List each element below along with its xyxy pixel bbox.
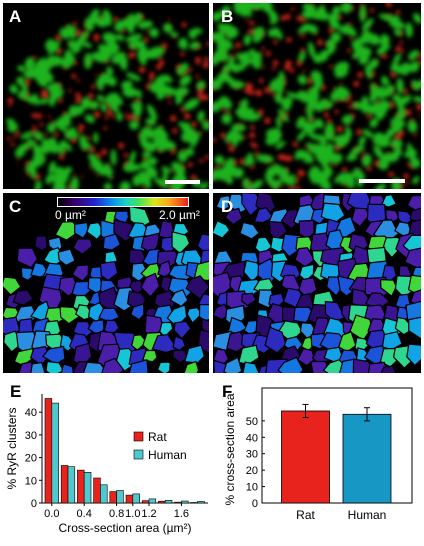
f-y-tick-label: 10 (246, 482, 258, 494)
f-error-bar (302, 403, 309, 419)
panel-b-image: B (213, 3, 421, 189)
scale-bar-a (165, 180, 200, 184)
f-y-tick-label: 0 (252, 498, 258, 510)
e-bar-human (116, 490, 124, 504)
e-bar-human (83, 472, 92, 504)
e-bar-rat (190, 502, 198, 504)
e-legend-label: Rat (148, 430, 167, 444)
e-bar-human (51, 402, 59, 504)
chart-f: F 0 10 20 30 40 50 Rat Human % cross-section are… (222, 382, 413, 522)
e-y-tick-label: 10 (25, 475, 37, 487)
e-x-tick-label: 0.4 (77, 508, 92, 520)
f-bar-human (342, 413, 392, 504)
e-legend-swatch (133, 449, 144, 460)
f-error-bar (364, 407, 370, 422)
e-y-tick-label: 30 (25, 430, 37, 442)
panel-c-cluster-map (3, 205, 209, 373)
e-y-tick-label: 20 (25, 453, 37, 465)
panel-a-label: A (9, 7, 22, 26)
e-x-tick-label: 1.2 (141, 508, 156, 520)
e-x-tick-label: 1.6 (174, 508, 189, 520)
e-bar-rat (158, 500, 166, 504)
e-x-tick-label: 0.8 (109, 508, 124, 520)
panel-b-label: B (221, 7, 234, 26)
f-y-tick-label: 40 (246, 432, 258, 444)
e-x-axis-label: Cross-section area (µm²) (59, 521, 192, 535)
e-x-tick-label: 0.0 (44, 508, 59, 520)
f-y-tick-label: 20 (246, 465, 258, 477)
panel-d-label: D (221, 197, 234, 216)
e-x-tick-label: 1.0 (125, 508, 140, 520)
e-bar-rat (125, 494, 134, 504)
colorbar-max-label: 2.0 µm² (159, 208, 200, 222)
e-bar-rat (174, 501, 182, 504)
e-bar-human (181, 500, 189, 504)
e-bar-rat (60, 465, 69, 504)
f-category-label: Rat (296, 508, 315, 522)
panel-c-label: C (9, 197, 22, 216)
e-legend-swatch (133, 431, 144, 442)
e-bar-human (164, 500, 173, 504)
e-bar-human (67, 466, 76, 504)
f-frame (261, 387, 413, 504)
panel-a-image: A (3, 3, 209, 189)
panel-e-label: E (10, 382, 21, 401)
panel-f-label: F (222, 382, 232, 401)
e-bar-rat (77, 469, 85, 504)
e-bar-rat (109, 491, 117, 504)
e-bar-rat (141, 500, 150, 504)
e-bar-human (132, 493, 140, 504)
panel-c-image: C 0 µm² 2.0 µm² (3, 193, 209, 373)
e-bar-human (100, 484, 108, 504)
colorbar (57, 197, 189, 207)
f-bar-rat (281, 410, 330, 504)
f-y-tick-label: 30 (246, 449, 258, 461)
colorbar-min-label: 0 µm² (55, 208, 86, 222)
e-y-tick-label: 40 (25, 407, 37, 419)
panel-d-image: D (213, 193, 421, 373)
e-bar-rat (93, 477, 101, 504)
f-category-label: Human (348, 508, 387, 522)
e-bar-human (148, 498, 157, 504)
chart-e: E 0 10 20 30 40 0.0 0.4 0.8 1.0 1.2 1.6Cross-secti… (5, 382, 208, 535)
panel-a-micrograph (6, 8, 209, 189)
e-bar-rat (44, 398, 53, 504)
e-y-tick-label: 0 (31, 498, 37, 510)
f-y-axis-label: % cross-section area (223, 393, 237, 505)
f-y-tick-label: 50 (246, 416, 258, 428)
e-bar-human (197, 501, 205, 504)
panel-b-micrograph (213, 3, 421, 189)
panel-d-cluster-map (213, 193, 421, 373)
e-legend-label: Human (148, 448, 187, 462)
scale-bar-b (359, 179, 405, 183)
e-y-axis-label: % RyR clusters (5, 407, 19, 489)
